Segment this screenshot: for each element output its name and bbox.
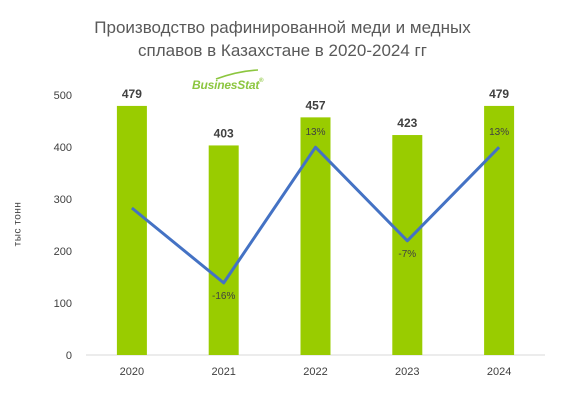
x-tick-label: 2024	[487, 366, 511, 378]
chart-title-line1: Производство рафинированной меди и медны…	[94, 18, 471, 37]
bar	[392, 135, 423, 355]
businesstat-logo: BusinesStat®	[192, 69, 264, 92]
y-tick-label: 400	[54, 142, 72, 154]
bar-value-label: 479	[122, 87, 142, 101]
x-tick-label: 2022	[303, 366, 327, 378]
bar	[116, 105, 147, 355]
x-tick-label: 2020	[120, 366, 144, 378]
growth-label: 13%	[305, 127, 325, 138]
bar	[208, 145, 239, 355]
logo-text: BusinesStat	[192, 78, 260, 92]
logo-swoosh-icon	[215, 69, 259, 80]
bar	[300, 117, 331, 355]
chart-title: Производство рафинированной меди и медны…	[0, 16, 565, 62]
growth-label: -7%	[398, 249, 416, 260]
y-tick-label: 100	[54, 298, 72, 310]
growth-label: 13%	[489, 127, 509, 138]
growth-line	[130, 145, 501, 285]
x-tick-label: 2023	[395, 366, 419, 378]
bar-value-label: 423	[397, 116, 417, 130]
bar	[484, 105, 515, 355]
y-tick-label: 500	[54, 90, 72, 102]
y-tick-label: 0	[66, 350, 72, 362]
y-tick-label: 200	[54, 246, 72, 258]
growth-label: -16%	[212, 291, 235, 302]
bar-value-label: 403	[214, 126, 234, 140]
bar-value-label: 457	[305, 98, 325, 112]
y-tick-label: 300	[54, 194, 72, 206]
bar-value-label: 479	[489, 87, 509, 101]
chart-title-line2: сплавов в Казахстане в 2020-2024 гг	[138, 41, 427, 60]
x-tick-label: 2021	[211, 366, 235, 378]
